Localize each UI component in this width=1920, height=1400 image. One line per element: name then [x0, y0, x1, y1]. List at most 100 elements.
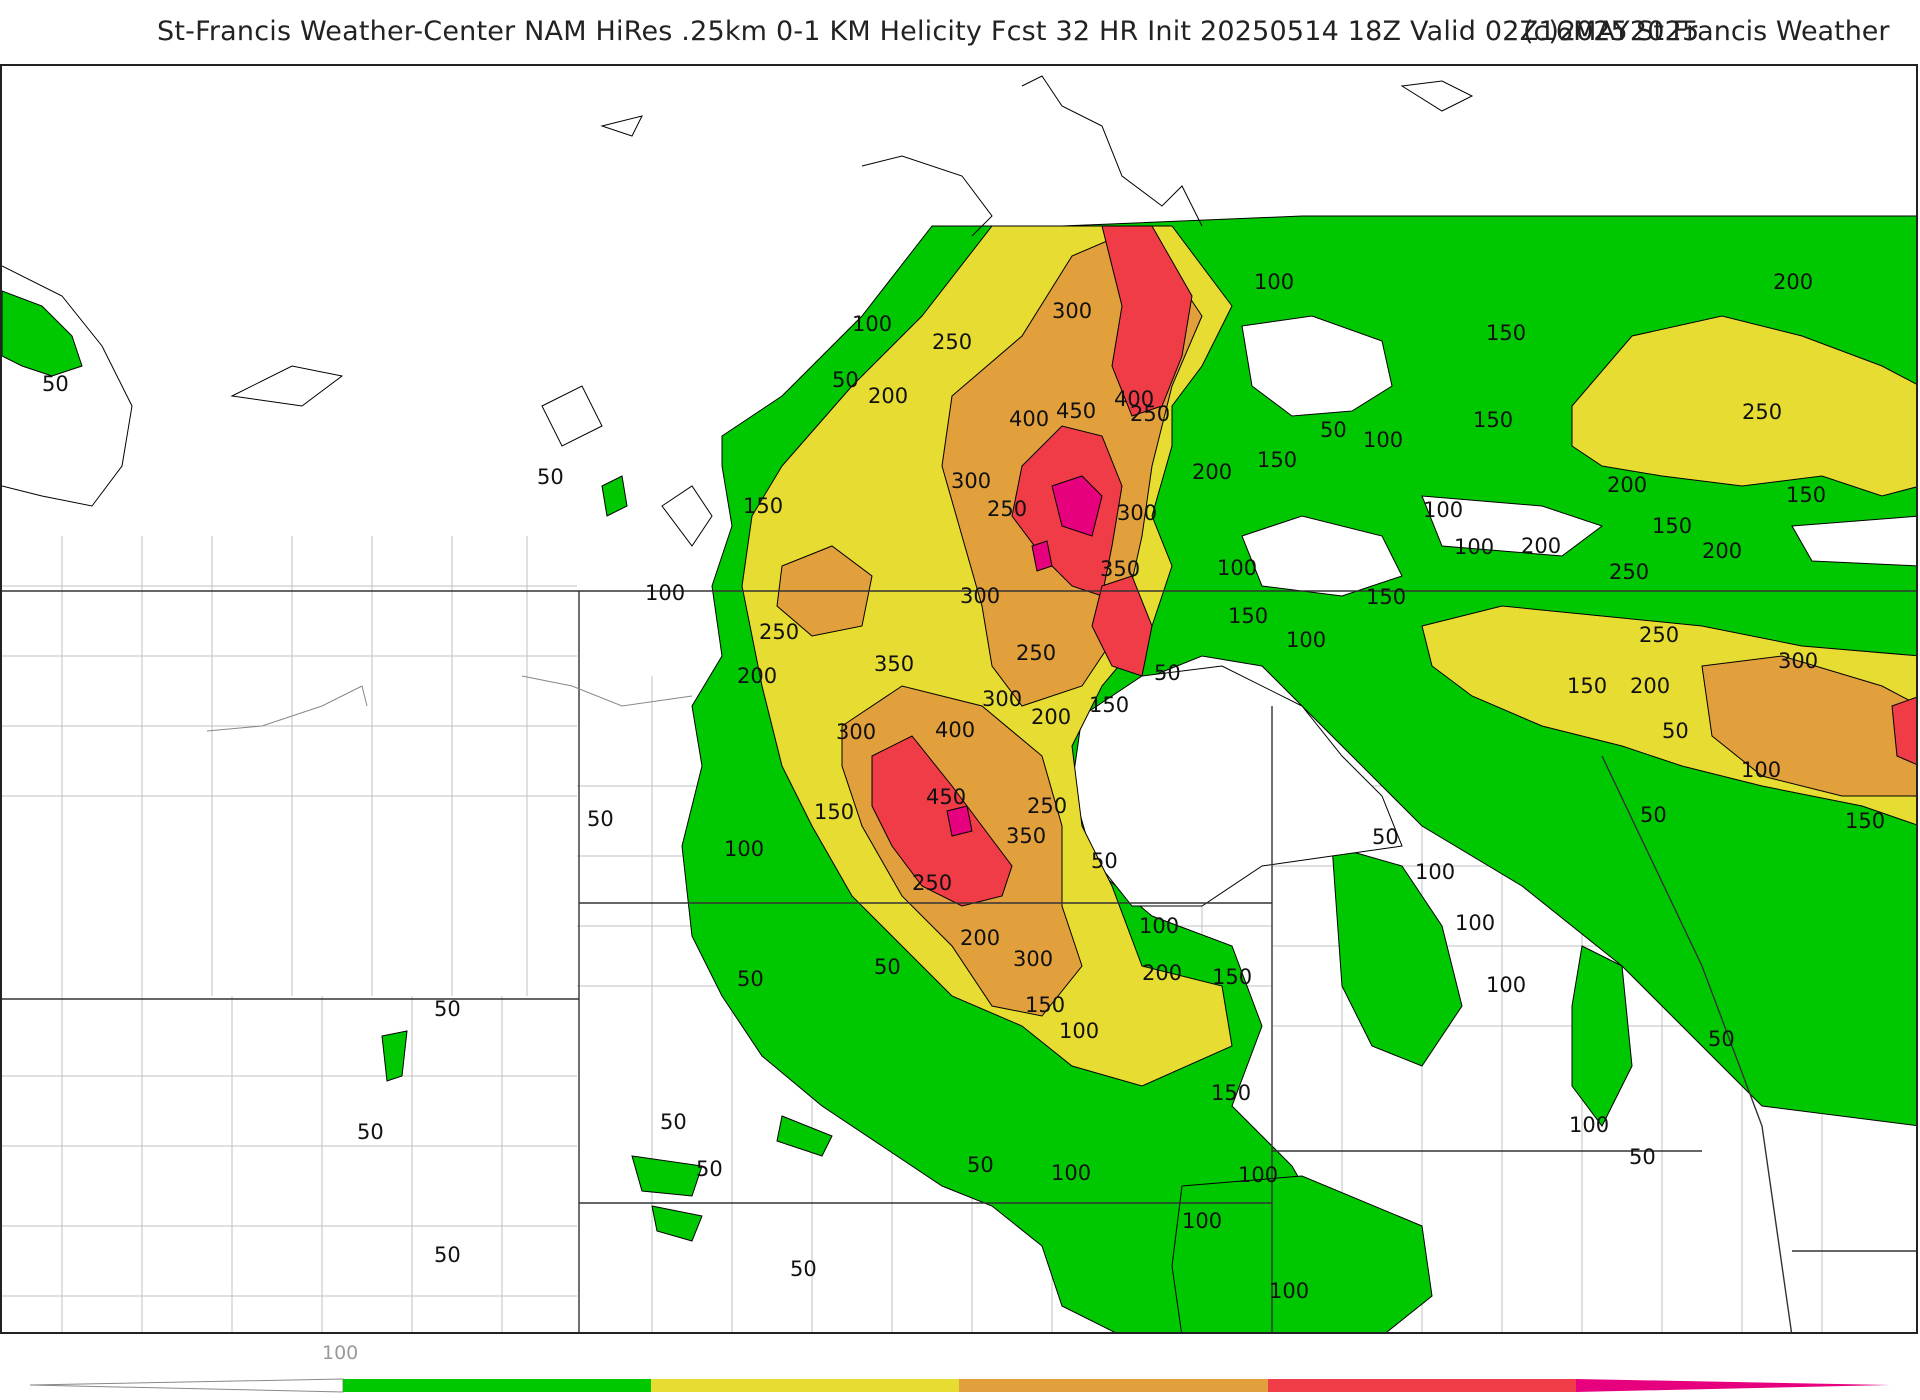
contour-label: 150	[1089, 693, 1129, 717]
fill-100-southeast-a	[1331, 845, 1463, 1067]
contour-label: 100	[1363, 428, 1403, 452]
contour-label: 450	[1056, 399, 1096, 423]
fill-100-small-5	[381, 1030, 408, 1082]
contour-label: 100	[1423, 498, 1463, 522]
contour-label: 200	[1192, 460, 1232, 484]
contour-label: 150	[1845, 809, 1885, 833]
contour-label: 250	[932, 330, 972, 354]
contour-label: 50	[434, 997, 461, 1021]
contour-label: 300	[951, 469, 991, 493]
colorbar-band	[959, 1379, 1268, 1392]
contour-label: 300	[982, 687, 1022, 711]
contour-label: 200	[1142, 961, 1182, 985]
fill-100-small-1	[631, 1155, 703, 1197]
helicity-map[interactable]: 50 50 50 50 50 50 50 50 50 50 50 50 50 5…	[0, 64, 1918, 1334]
colorbar-band	[651, 1379, 959, 1392]
contour-label: 100	[1286, 628, 1326, 652]
fill-100-small-3	[651, 1205, 703, 1242]
fill-400-east	[1891, 696, 1916, 765]
contour-label: 150	[1025, 993, 1065, 1017]
contour-label: 50	[660, 1110, 687, 1134]
contour-label: 150	[1786, 483, 1826, 507]
fill-400-top	[1101, 225, 1193, 417]
contour-label: 300	[1778, 649, 1818, 673]
contour-label: 100	[1486, 973, 1526, 997]
contour-label: 300	[960, 584, 1000, 608]
contour-labels: 50 50 50 50 50 50 50 50 50 50 50 50 50 5…	[42, 270, 1885, 1303]
contour-label: 50	[357, 1120, 384, 1144]
contour-label: 200	[960, 926, 1000, 950]
contour-label: 150	[1366, 585, 1406, 609]
contour-label: 100	[852, 312, 892, 336]
fill-300-east	[1701, 655, 1916, 797]
contour-label: 250	[1016, 641, 1056, 665]
contour-label: 150	[1652, 514, 1692, 538]
contour-label: 150	[1211, 1081, 1251, 1105]
contour-label: 150	[814, 800, 854, 824]
hole-east	[1421, 495, 1604, 557]
fill-400-south	[871, 735, 1013, 907]
contour-label: 300	[1013, 947, 1053, 971]
contour-label: 100	[1455, 911, 1495, 935]
contour-label: 50	[737, 967, 764, 991]
fill-100-small-2	[776, 1115, 833, 1157]
contour-label: 200	[868, 384, 908, 408]
contour-label: 300	[836, 720, 876, 744]
contour-label: 50	[790, 1257, 817, 1281]
contour-label: 250	[759, 620, 799, 644]
contour-label: 50	[1662, 719, 1689, 743]
fill-200-northeast	[1571, 315, 1916, 497]
contour-label: 200	[1630, 674, 1670, 698]
land-boundaries	[2, 75, 1474, 547]
contour-label: 50	[1372, 825, 1399, 849]
colorbar-arrow-left	[29, 1378, 344, 1393]
colorbar-graphic	[29, 1378, 1890, 1393]
contour-label: 150	[1212, 965, 1252, 989]
contour-label: 200	[1702, 539, 1742, 563]
contour-label: 250	[1639, 623, 1679, 647]
contour-label: 200	[1607, 473, 1647, 497]
contour-label: 150	[1228, 604, 1268, 628]
contour-label: 100	[1139, 914, 1179, 938]
title-bar: St-Francis Weather-Center NAM HiRes .25k…	[0, 0, 1920, 64]
contour-label: 250	[912, 871, 952, 895]
contour-label: 450	[926, 785, 966, 809]
contour-label: 50	[1320, 418, 1347, 442]
helicity-fill	[2, 215, 1916, 1332]
contour-label: 50	[42, 372, 69, 396]
contour-label: 400	[1114, 387, 1154, 411]
contour-label: 150	[1567, 674, 1607, 698]
contour-label: 400	[935, 718, 975, 742]
contour-label: 200	[1773, 270, 1813, 294]
colorbar-band	[343, 1379, 651, 1392]
contour-label: 350	[1006, 824, 1046, 848]
copyright-notice: (c)2025 St.Francis Weather	[1523, 16, 1890, 47]
map-canvas: 50 50 50 50 50 50 50 50 50 50 50 50 50 5…	[2, 75, 1916, 1332]
contour-label: 50	[587, 807, 614, 831]
contour-label: 150	[1257, 448, 1297, 472]
fill-500-core-3	[946, 805, 973, 837]
contour-label: 100	[1741, 758, 1781, 782]
fill-100-south	[1171, 1175, 1433, 1332]
fill-100-small-4	[601, 475, 628, 517]
contour-label: 50	[832, 368, 859, 392]
contour-label: 150	[743, 494, 783, 518]
map-title: St-Francis Weather-Center NAM HiRes .25k…	[157, 16, 1700, 47]
contour-label: 400	[1009, 407, 1049, 431]
colorbar: 100	[0, 1334, 1920, 1400]
contour-label: 50	[874, 955, 901, 979]
rivers	[206, 675, 693, 732]
contour-label: 200	[737, 664, 777, 688]
contour-label: 50	[967, 1153, 994, 1177]
contour-label: 300	[1052, 299, 1092, 323]
contour-label: 150	[1473, 408, 1513, 432]
contour-label: 50	[1708, 1027, 1735, 1051]
fill-400-mid	[1091, 575, 1153, 677]
hole-far-east	[1791, 515, 1916, 567]
hole-center-east	[1241, 515, 1403, 597]
fill-500-core-2	[1031, 540, 1053, 572]
colorbar-band	[1268, 1379, 1576, 1392]
contour-label: 50	[1154, 661, 1181, 685]
contour-label: 350	[874, 652, 914, 676]
colorbar-tick-label: 100	[322, 1342, 359, 1364]
